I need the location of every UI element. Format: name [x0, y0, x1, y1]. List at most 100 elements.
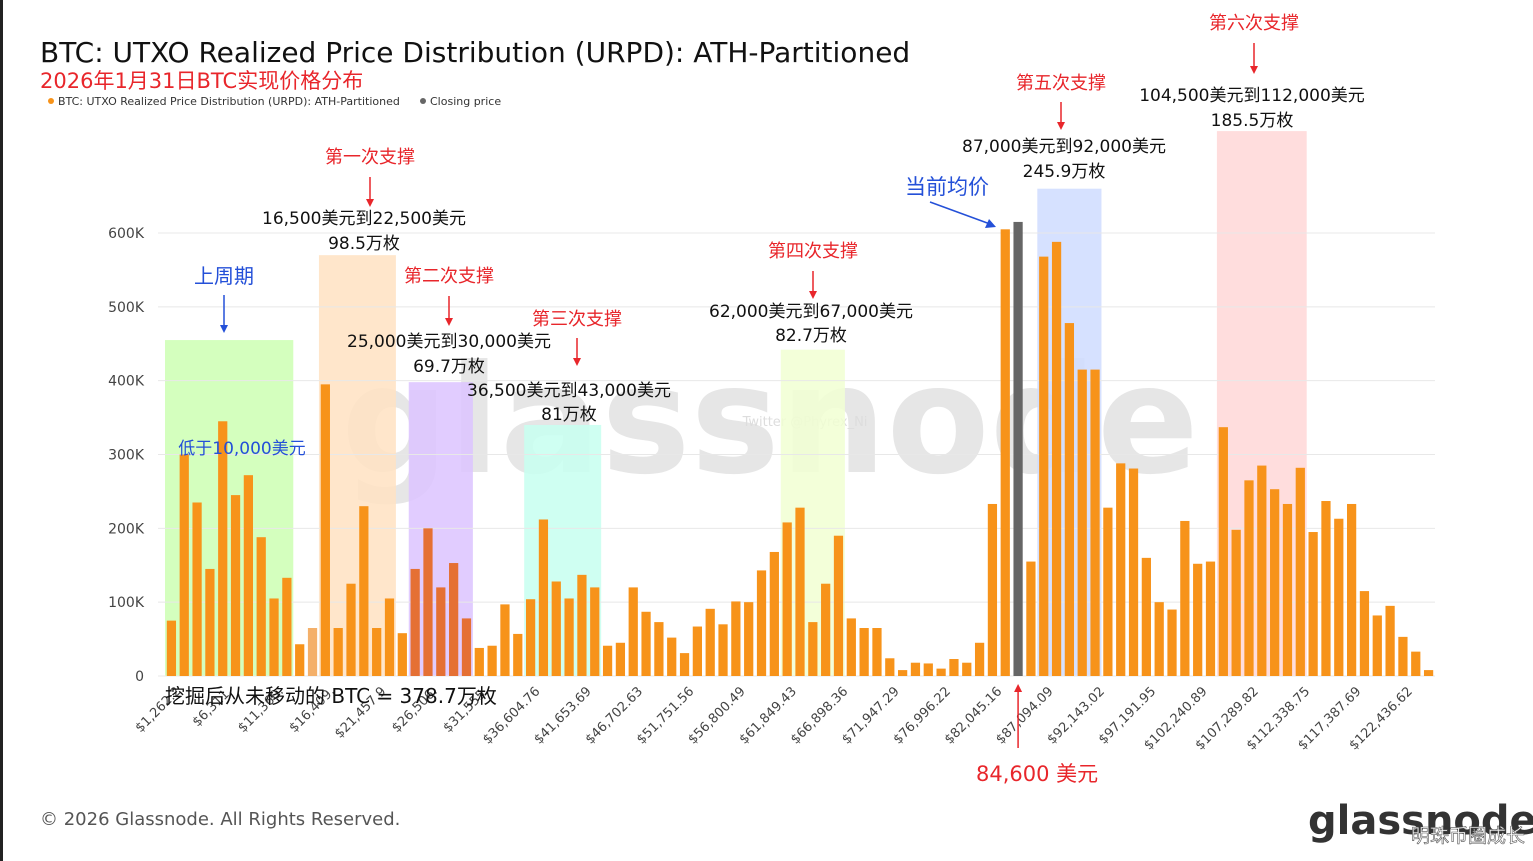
support-range-5: 87,000美元到92,000美元 — [962, 137, 1166, 157]
bar — [436, 587, 446, 676]
support-label-4: 第四次支撑 — [768, 241, 858, 262]
bar — [269, 598, 279, 676]
bar — [1064, 323, 1075, 676]
bar — [1308, 532, 1318, 676]
bar — [974, 642, 985, 676]
highlight-region-4 — [524, 424, 602, 676]
support-arrow-2-head — [445, 318, 453, 326]
bar — [833, 535, 844, 676]
bar — [615, 642, 626, 676]
bar — [423, 528, 433, 676]
bar — [949, 659, 959, 676]
support-amount-3: 81万枚 — [541, 405, 597, 425]
bar — [910, 662, 921, 676]
support-range-1: 16,500美元到22,500美元 — [262, 209, 466, 229]
bar — [756, 570, 767, 676]
bar — [346, 583, 356, 676]
chart-subtitle: 2026年1月31日BTC实现价格分布 — [40, 69, 363, 93]
bar — [1295, 467, 1305, 676]
legend-urpd[interactable]: BTC: UTXO Realized Price Distribution (U… — [58, 95, 400, 108]
support-label-2: 第二次支撑 — [404, 266, 494, 287]
bar — [256, 537, 266, 676]
bar — [205, 568, 215, 676]
label-previous-cycle: 上周期 — [194, 264, 254, 288]
copyright: © 2026 Glassnode. All Rights Reserved. — [40, 809, 400, 830]
bar — [1039, 256, 1049, 676]
bar — [821, 583, 831, 676]
bar — [538, 519, 549, 676]
bar — [923, 663, 933, 676]
support-amount-1: 98.5万枚 — [328, 234, 400, 254]
bar — [320, 384, 330, 676]
highlight-region-2 — [318, 255, 396, 676]
bar — [590, 587, 600, 676]
bar — [525, 599, 536, 676]
bar — [795, 507, 805, 676]
bar — [461, 618, 472, 676]
bar — [718, 624, 728, 676]
unmoved-btc-note: 挖掘后从未移动的 BTC = 378.7万枚 — [165, 684, 497, 708]
support-arrow-6-head — [1250, 66, 1258, 74]
legend-dot-urpd — [48, 98, 54, 104]
bar — [692, 626, 702, 676]
bar — [1321, 501, 1331, 676]
bar — [667, 637, 677, 676]
bar — [487, 645, 497, 676]
bar — [872, 628, 882, 676]
bar — [936, 668, 946, 676]
chart-title: BTC: UTXO Realized Price Distribution (U… — [40, 36, 910, 69]
bar — [628, 587, 638, 676]
bar — [1372, 615, 1382, 676]
support-amount-2: 69.7万枚 — [413, 357, 485, 377]
arrow-previous-cycle-head — [220, 325, 228, 333]
support-range-6: 104,500美元到112,000美元 — [1139, 86, 1365, 106]
credit-watermark: 明珠币圈成长 — [1411, 825, 1525, 847]
bar — [372, 628, 382, 676]
bar — [1090, 369, 1100, 676]
bar — [449, 563, 459, 676]
support-arrow-3-head — [573, 358, 581, 366]
arrow-current-avg-head — [985, 219, 996, 228]
bar — [1026, 561, 1036, 676]
bar — [474, 647, 484, 676]
bar — [782, 522, 792, 676]
bar — [1205, 561, 1216, 676]
bar — [898, 670, 908, 676]
bar — [641, 611, 651, 676]
bar — [731, 601, 741, 676]
support-label-6: 第六次支撑 — [1209, 13, 1299, 34]
bar — [551, 581, 561, 676]
bar — [1193, 563, 1203, 676]
bar — [166, 620, 177, 676]
y-tick-label: 400K — [108, 374, 145, 390]
support-label-5: 第五次支撑 — [1016, 73, 1106, 94]
bar — [1051, 241, 1062, 677]
bar — [218, 421, 228, 676]
glassnode-logo: glassnode — [1308, 798, 1533, 844]
bar — [769, 551, 779, 676]
y-tick-label: 100K — [108, 595, 145, 611]
bar — [384, 598, 395, 676]
legend-closing-price[interactable]: Closing price — [430, 95, 501, 108]
y-tick-label: 600K — [108, 226, 145, 242]
y-tick-label: 0 — [135, 669, 144, 685]
closing-price-label: 84,600 美元 — [976, 762, 1098, 786]
bar — [1154, 602, 1164, 676]
bar — [1411, 651, 1421, 676]
label-current-avg: 当前均价 — [905, 175, 989, 199]
bar — [564, 598, 574, 676]
arrow-closing-price-head — [1014, 684, 1023, 692]
label-below-10000: 低于10,000美元 — [178, 439, 305, 459]
bar — [859, 628, 869, 676]
support-amount-5: 245.9万枚 — [1023, 162, 1106, 182]
arrow-current-avg — [929, 201, 991, 225]
bar — [654, 622, 664, 676]
bar — [846, 618, 856, 676]
bar — [230, 495, 241, 676]
bar — [1000, 229, 1010, 676]
support-label-3: 第三次支撑 — [532, 309, 622, 330]
bar — [513, 633, 523, 676]
legend-dot-closing — [420, 98, 426, 104]
bar — [705, 608, 715, 676]
bar — [962, 662, 972, 676]
